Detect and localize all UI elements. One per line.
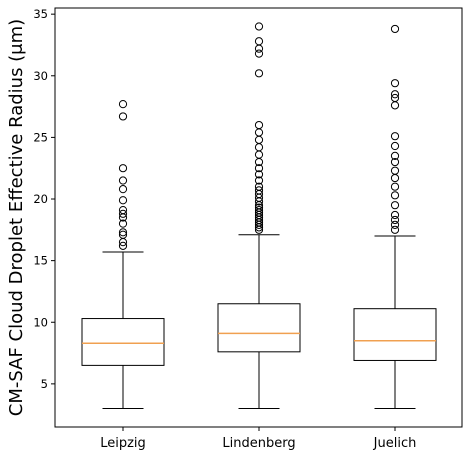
outlier-point <box>254 170 264 179</box>
outlier-point <box>390 93 400 103</box>
outlier-point <box>390 220 400 229</box>
outlier-point <box>390 101 400 110</box>
outlier-point <box>118 185 128 194</box>
outlier-point <box>254 22 264 31</box>
outlier-point <box>118 209 128 218</box>
x-tick-label: Leipzig <box>100 436 146 451</box>
y-axis-ticks: 5 10 15 20 25 30 35 <box>33 7 55 391</box>
x-tick-label: Juelich <box>373 436 417 451</box>
y-tick-label: 25 <box>33 130 48 144</box>
box-group-leipzig <box>81 100 165 410</box>
y-tick-label: 20 <box>33 192 48 206</box>
outlier-point <box>254 128 264 137</box>
outlier-point <box>390 225 400 234</box>
x-tick-label: Lindenberg <box>222 436 295 451</box>
outlier-point <box>390 215 400 225</box>
outlier-point <box>118 230 128 239</box>
outlier-point <box>390 191 400 200</box>
outlier-point <box>118 196 128 205</box>
y-tick-label: 5 <box>41 377 48 391</box>
y-axis-label: CM-SAF Cloud Droplet Effective Radius (μ… <box>6 19 27 416</box>
box-iqr <box>353 308 437 361</box>
plot-frame <box>54 7 463 428</box>
outlier-point <box>254 69 264 78</box>
outlier-point <box>118 176 128 185</box>
outlier-point <box>118 100 128 109</box>
outlier-point <box>390 132 400 141</box>
outlier-point <box>390 151 400 160</box>
outlier-point <box>390 201 400 210</box>
outlier-point <box>390 141 400 151</box>
outlier-point <box>254 182 264 191</box>
outlier-point <box>254 37 264 46</box>
x-axis-ticks: Leipzig Lindenberg Juelich <box>100 427 416 451</box>
outlier-point <box>254 120 264 130</box>
outlier-point <box>390 157 400 167</box>
outlier-point <box>390 182 400 191</box>
outlier-point <box>390 24 400 34</box>
outlier-point <box>118 219 128 228</box>
plot-marks <box>81 22 437 410</box>
y-tick-label: 35 <box>33 7 48 21</box>
y-tick-label: 10 <box>33 315 48 329</box>
outlier-point <box>254 203 264 212</box>
outlier-point <box>254 49 264 58</box>
box-group-lindenberg <box>217 22 301 410</box>
outlier-point <box>254 176 264 185</box>
outlier-point <box>390 166 400 175</box>
outlier-point <box>254 44 264 53</box>
outlier-point <box>118 206 128 215</box>
outlier-point <box>118 164 128 173</box>
outlier-point <box>390 79 400 88</box>
box-iqr <box>217 303 301 353</box>
y-tick-label: 30 <box>33 69 48 83</box>
outlier-point <box>254 143 264 152</box>
outlier-point <box>254 206 264 215</box>
outlier-point <box>254 150 264 159</box>
outlier-point <box>118 112 128 121</box>
outlier-point <box>390 210 400 220</box>
outlier-point <box>254 164 264 173</box>
outlier-point <box>390 90 400 99</box>
outlier-point <box>254 135 264 144</box>
y-tick-label: 15 <box>33 254 48 268</box>
outlier-point <box>390 173 400 183</box>
outlier-point <box>118 241 128 250</box>
box-iqr <box>81 318 165 366</box>
outlier-point <box>254 186 264 195</box>
outlier-point <box>118 228 128 237</box>
box-group-juelich <box>353 24 437 410</box>
